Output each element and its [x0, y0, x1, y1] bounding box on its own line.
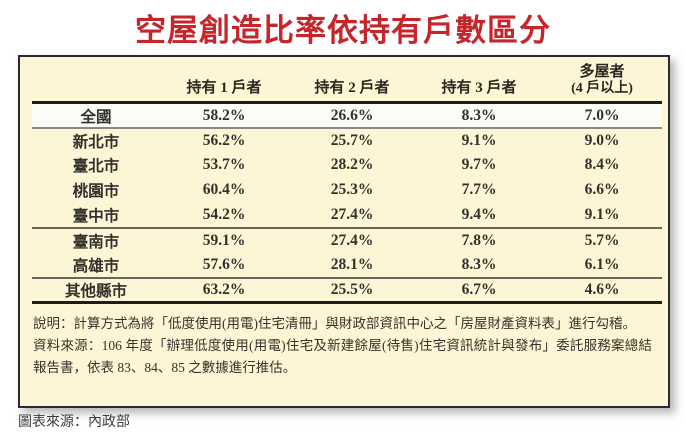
- row-label: 全國: [32, 102, 160, 129]
- table-row: 臺北市 53.7% 28.2% 9.7% 8.4%: [32, 153, 662, 178]
- footnotes: 說明：計算方式為將「低度使用(用電)住宅清冊」與財政部資訊中心之「房屋財產資料表…: [33, 313, 652, 379]
- row-label: 其他縣市: [32, 277, 160, 305]
- header-own-2: 持有 2 戶者: [288, 58, 416, 105]
- header-own-3: 持有 3 戶者: [416, 58, 542, 105]
- cell-value: 9.1%: [461, 131, 497, 149]
- table-row: 臺南市 59.1% 27.4% 7.8% 5.7%: [32, 228, 662, 253]
- cell-value: 63.2%: [160, 277, 288, 305]
- cell-value: 6.6%: [584, 181, 620, 199]
- header-own-4plus-line2: (4 戶以上): [571, 81, 633, 97]
- table-row: 桃園市 60.4% 25.3% 7.7% 6.6%: [32, 178, 662, 203]
- row-label: 新北市: [72, 133, 120, 151]
- cell-value: 7.7%: [461, 181, 497, 199]
- header-own-1: 持有 1 戶者: [160, 58, 288, 105]
- chart-source-caption: 圖表來源：內政部: [18, 413, 130, 429]
- cell-value: 56.2%: [202, 131, 246, 149]
- vacancy-rate-table: 持有 1 戶者 持有 2 戶者 持有 3 戶者 多屋者 (4 戶以上) 全國 5…: [32, 58, 662, 305]
- cell-value: 27.4%: [288, 202, 416, 229]
- cell-value: 9.4%: [416, 202, 542, 229]
- cell-value: 4.6%: [542, 277, 662, 305]
- cell-value: 5.7%: [584, 231, 620, 249]
- cell-value: 9.0%: [584, 131, 620, 149]
- note-source: 資料來源：106 年度「辦理低度使用(用電)住宅及新建餘屋(待售)住宅資訊統計與…: [33, 338, 652, 376]
- table-row-national: 全國 58.2% 26.6% 8.3% 7.0%: [32, 102, 662, 129]
- table-panel: 持有 1 戶者 持有 2 戶者 持有 3 戶者 多屋者 (4 戶以上) 全國 5…: [18, 55, 670, 408]
- cell-value: 6.1%: [542, 252, 662, 279]
- cell-value: 9.1%: [542, 202, 662, 229]
- cell-value: 9.7%: [461, 156, 497, 174]
- cell-value: 7.8%: [461, 231, 497, 249]
- cell-value: 26.6%: [288, 102, 416, 129]
- table-row: 新北市 56.2% 25.7% 9.1% 9.0%: [32, 128, 662, 153]
- cell-value: 6.7%: [416, 277, 542, 305]
- table-row: 其他縣市 63.2% 25.5% 6.7% 4.6%: [32, 277, 662, 305]
- cell-value: 54.2%: [160, 202, 288, 229]
- cell-value: 8.4%: [584, 156, 620, 174]
- cell-value: 27.4%: [330, 231, 374, 249]
- row-label: 桃園市: [72, 183, 120, 201]
- cell-value: 58.2%: [160, 102, 288, 129]
- page-title: 空屋創造比率依持有戶數區分: [135, 13, 551, 48]
- row-label: 臺北市: [72, 158, 120, 176]
- cell-value: 7.0%: [542, 102, 662, 129]
- row-label: 高雄市: [32, 252, 160, 279]
- cell-value: 8.3%: [416, 102, 542, 129]
- row-label: 臺中市: [32, 202, 160, 229]
- cell-value: 25.3%: [330, 181, 374, 199]
- cell-value: 8.3%: [416, 252, 542, 279]
- cell-value: 28.1%: [288, 252, 416, 279]
- header-own-4plus: 多屋者 (4 戶以上): [542, 58, 662, 105]
- table-row: 臺中市 54.2% 27.4% 9.4% 9.1%: [32, 202, 662, 229]
- cell-value: 53.7%: [202, 156, 246, 174]
- header-row: 持有 1 戶者 持有 2 戶者 持有 3 戶者 多屋者 (4 戶以上): [32, 58, 662, 105]
- cell-value: 60.4%: [202, 181, 246, 199]
- cell-value: 25.5%: [288, 277, 416, 305]
- table-row: 高雄市 57.6% 28.1% 8.3% 6.1%: [32, 252, 662, 279]
- cell-value: 59.1%: [202, 231, 246, 249]
- cell-value: 25.7%: [330, 131, 374, 149]
- header-own-4plus-line1: 多屋者: [579, 64, 625, 80]
- cell-value: 57.6%: [160, 252, 288, 279]
- row-label: 臺南市: [72, 233, 120, 251]
- note-method: 說明：計算方式為將「低度使用(用電)住宅清冊」與財政部資訊中心之「房屋財產資料表…: [33, 316, 636, 332]
- header-empty: [32, 58, 160, 105]
- cell-value: 28.2%: [330, 156, 374, 174]
